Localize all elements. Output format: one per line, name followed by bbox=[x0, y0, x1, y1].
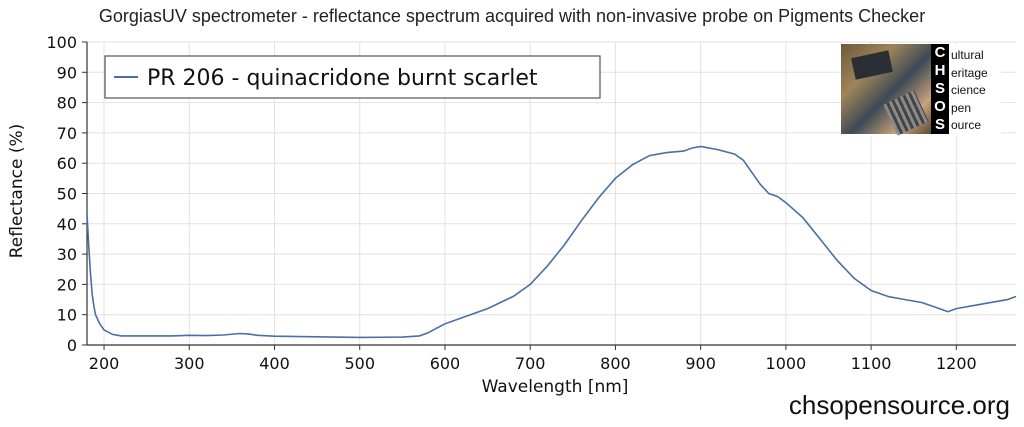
website-url: chsopensource.org bbox=[788, 390, 1010, 420]
chsos-logo: C H S O S ultural eritage cience pen our… bbox=[841, 44, 1001, 136]
logo-letter: S bbox=[934, 80, 945, 97]
logo-photo bbox=[841, 44, 931, 136]
logo-letter: S bbox=[934, 116, 945, 133]
logo-letter-bar: C H S O S bbox=[931, 44, 949, 134]
x-tick-label: 1000 bbox=[766, 354, 807, 373]
y-tick-label: 50 bbox=[57, 185, 77, 204]
legend-label: PR 206 - quinacridone burnt scarlet bbox=[147, 66, 538, 91]
y-tick-label: 10 bbox=[57, 306, 77, 325]
x-tick-label: 300 bbox=[174, 354, 205, 373]
x-tick-label: 200 bbox=[89, 354, 120, 373]
chart-title: GorgiasUV spectrometer - reflectance spe… bbox=[98, 6, 926, 26]
logo-word: eritage bbox=[951, 65, 988, 80]
y-tick-labels: 0 10 20 30 40 50 60 70 80 90 100 bbox=[46, 33, 77, 355]
legend: PR 206 - quinacridone burnt scarlet bbox=[104, 55, 601, 99]
logo-word: cience bbox=[951, 83, 986, 97]
y-tick-label: 0 bbox=[67, 336, 77, 355]
logo-word: ource bbox=[951, 118, 982, 132]
y-tick-label: 80 bbox=[57, 94, 77, 113]
y-tick-label: 90 bbox=[57, 63, 77, 82]
y-tick-label: 70 bbox=[57, 124, 77, 143]
x-tick-label: 1200 bbox=[936, 354, 977, 373]
x-tick-label: 600 bbox=[430, 354, 461, 373]
x-tick-label: 800 bbox=[600, 354, 631, 373]
logo-word: ultural bbox=[951, 48, 984, 62]
x-tick-label: 700 bbox=[515, 354, 546, 373]
axes bbox=[82, 41, 1016, 350]
y-axis-label: Reflectance (%) bbox=[7, 124, 27, 259]
logo-letter: C bbox=[934, 44, 946, 61]
y-tick-label: 20 bbox=[57, 275, 77, 294]
x-tick-label: 400 bbox=[259, 354, 290, 373]
logo-letter: O bbox=[934, 98, 946, 115]
y-tick-label: 100 bbox=[46, 33, 77, 52]
y-tick-label: 60 bbox=[57, 154, 77, 173]
logo-words: ultural eritage cience pen ource bbox=[951, 47, 988, 135]
x-axis-label: Wavelength [nm] bbox=[482, 377, 629, 397]
x-tick-labels: 200 300 400 500 600 700 800 900 1000 1100 1200 bbox=[89, 354, 977, 373]
logo-word: pen bbox=[951, 100, 972, 115]
y-tick-label: 40 bbox=[57, 215, 77, 234]
x-tick-label: 1100 bbox=[851, 354, 892, 373]
series-line-pr206 bbox=[86, 145, 1017, 339]
logo-letter: H bbox=[934, 62, 946, 79]
y-tick-label: 30 bbox=[57, 245, 77, 264]
x-tick-label: 500 bbox=[344, 354, 375, 373]
x-tick-label: 900 bbox=[685, 354, 716, 373]
